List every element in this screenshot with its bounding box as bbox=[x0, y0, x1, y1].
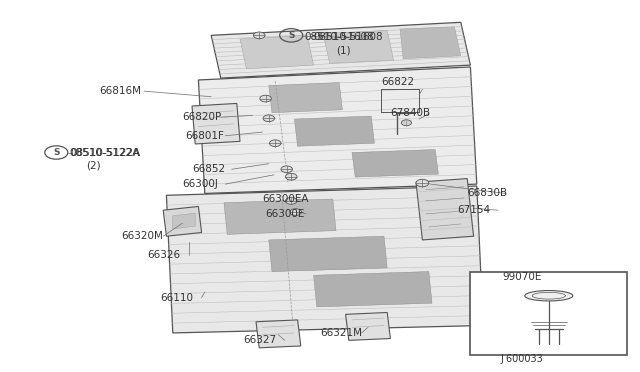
Polygon shape bbox=[240, 35, 314, 69]
Circle shape bbox=[263, 115, 275, 122]
Text: 66820P: 66820P bbox=[182, 112, 221, 122]
Text: 66326: 66326 bbox=[147, 250, 180, 260]
Text: 66822: 66822 bbox=[381, 77, 414, 87]
Circle shape bbox=[285, 198, 297, 204]
Circle shape bbox=[260, 95, 271, 102]
Circle shape bbox=[401, 120, 412, 126]
Polygon shape bbox=[269, 83, 342, 113]
Text: 67154: 67154 bbox=[458, 205, 491, 215]
Text: 66801F: 66801F bbox=[186, 131, 225, 141]
Circle shape bbox=[285, 173, 297, 180]
Text: 66816M: 66816M bbox=[99, 86, 141, 96]
Polygon shape bbox=[269, 236, 387, 272]
Polygon shape bbox=[323, 31, 394, 63]
Circle shape bbox=[253, 32, 265, 39]
Polygon shape bbox=[400, 27, 461, 59]
Text: 67840B: 67840B bbox=[390, 109, 431, 118]
Polygon shape bbox=[294, 116, 374, 146]
Text: (2): (2) bbox=[86, 161, 101, 170]
Ellipse shape bbox=[525, 291, 573, 301]
Text: 66852: 66852 bbox=[192, 164, 225, 174]
Text: 66321M: 66321M bbox=[320, 328, 362, 338]
Polygon shape bbox=[256, 320, 301, 348]
Polygon shape bbox=[166, 186, 483, 333]
Text: 08510-51608: 08510-51608 bbox=[314, 32, 383, 42]
Bar bbox=[470, 272, 627, 355]
Polygon shape bbox=[163, 206, 202, 236]
Text: 08510-5122A: 08510-5122A bbox=[69, 148, 140, 157]
Text: 66327: 66327 bbox=[243, 336, 276, 345]
Polygon shape bbox=[346, 312, 390, 340]
Polygon shape bbox=[198, 67, 477, 193]
Circle shape bbox=[281, 166, 292, 173]
Text: 66300E: 66300E bbox=[266, 209, 305, 219]
Polygon shape bbox=[192, 103, 240, 144]
Text: 66300EA: 66300EA bbox=[262, 194, 309, 204]
Text: 66830B: 66830B bbox=[467, 189, 508, 198]
Text: J 600033: J 600033 bbox=[500, 354, 543, 364]
Circle shape bbox=[416, 179, 429, 187]
Text: 66110: 66110 bbox=[160, 293, 193, 302]
Polygon shape bbox=[416, 179, 474, 240]
Text: 08510-51608: 08510-51608 bbox=[304, 32, 374, 42]
Text: 08510-5122A: 08510-5122A bbox=[70, 148, 141, 157]
Circle shape bbox=[290, 209, 301, 215]
Polygon shape bbox=[314, 272, 432, 307]
Circle shape bbox=[269, 140, 281, 147]
Polygon shape bbox=[352, 150, 438, 177]
Text: 66300J: 66300J bbox=[182, 179, 218, 189]
Text: S: S bbox=[53, 148, 60, 157]
Polygon shape bbox=[211, 22, 470, 78]
Text: 66320M: 66320M bbox=[122, 231, 163, 241]
Text: S: S bbox=[288, 31, 294, 40]
Polygon shape bbox=[173, 213, 195, 229]
Polygon shape bbox=[224, 199, 336, 234]
Text: (1): (1) bbox=[336, 45, 351, 55]
Text: 99070E: 99070E bbox=[502, 272, 542, 282]
